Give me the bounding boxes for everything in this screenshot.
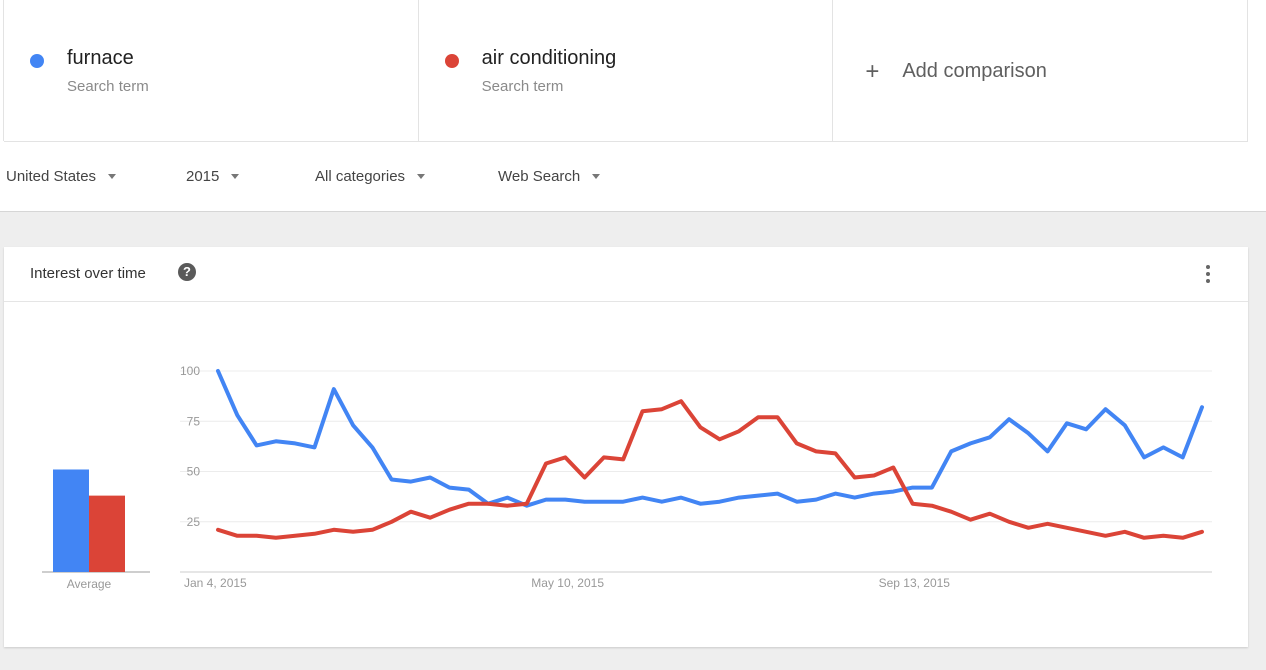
interest-over-time-card: Interest over time ? 25 50 75 100 Jan 4, 201… [4, 247, 1248, 647]
series-line-air-conditioning [216, 399, 1204, 540]
x-tick-label: Jan 4, 2015 [184, 576, 247, 590]
search-type-dropdown[interactable]: Web Search [498, 168, 601, 185]
top-panel: furnace Search term air conditioning Sea… [0, 0, 1266, 212]
average-bar-air-conditioning [89, 495, 125, 572]
help-icon[interactable]: ? [178, 263, 196, 281]
term-name[interactable]: air conditioning [481, 47, 617, 69]
category-dropdown[interactable]: All categories [315, 168, 426, 185]
category-label: All categories [315, 168, 406, 185]
x-tick-label: Sep 13, 2015 [879, 576, 951, 590]
search-terms-row: furnace Search term air conditioning Sea… [3, 0, 1249, 142]
chevron-down-icon [592, 173, 601, 179]
y-tick-label: 100 [180, 364, 200, 378]
time-range-label: 2015 [186, 168, 220, 185]
region-dropdown[interactable]: United States [6, 168, 117, 185]
region-label: United States [6, 168, 97, 185]
y-tick-label: 25 [187, 515, 201, 529]
term-subtitle: Search term [481, 78, 564, 95]
term-card-furnace[interactable]: furnace Search term [3, 0, 419, 141]
average-bar-furnace [53, 469, 89, 572]
average-label: Average [67, 577, 112, 591]
chevron-down-icon [108, 173, 117, 179]
plus-icon: + [865, 58, 880, 85]
filters-bar: United States 2015 All categories Web Se… [0, 142, 1266, 210]
term-card-air-conditioning[interactable]: air conditioning Search term [417, 0, 834, 141]
chevron-down-icon [417, 173, 426, 179]
card-title: Interest over time [30, 265, 146, 282]
chevron-down-icon [231, 173, 240, 179]
term-color-dot [444, 54, 459, 68]
time-range-dropdown[interactable]: 2015 [186, 168, 240, 185]
add-comparison-label[interactable]: Add comparison [902, 60, 1047, 82]
series-line-furnace [216, 369, 1204, 508]
search-type-label: Web Search [498, 168, 581, 185]
term-name[interactable]: furnace [67, 47, 134, 69]
card-header: Interest over time ? [4, 247, 1248, 302]
term-color-dot [30, 54, 44, 68]
x-tick-label: May 10, 2015 [531, 576, 604, 590]
interest-chart: 25 50 75 100 Jan 4, 2015 May 10, 2015 Sep 13, … [42, 364, 1212, 591]
term-subtitle: Search term [67, 78, 149, 95]
more-options-icon[interactable] [1200, 263, 1216, 285]
add-comparison-button[interactable]: + Add comparison [832, 0, 1249, 141]
y-tick-label: 50 [187, 465, 201, 479]
y-tick-label: 75 [187, 414, 201, 428]
